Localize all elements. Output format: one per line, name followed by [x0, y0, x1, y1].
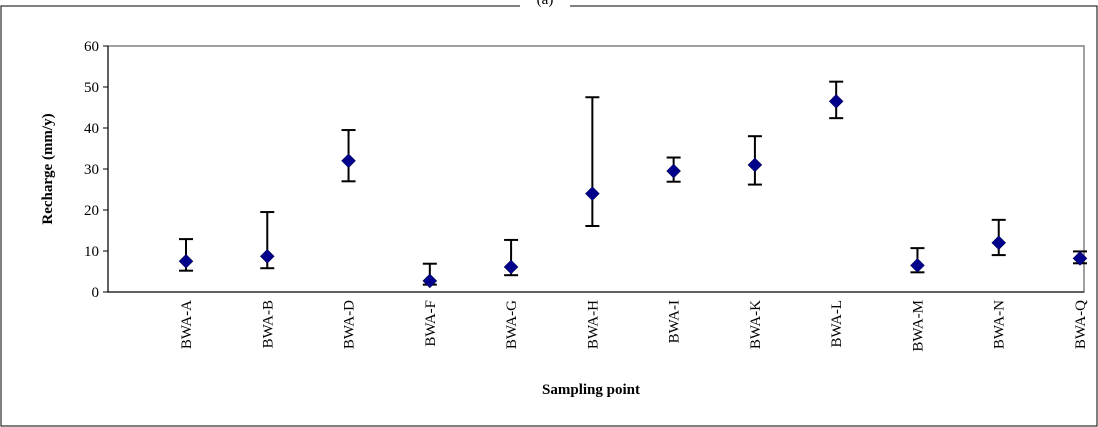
chart-title: (a) [537, 0, 554, 8]
data-series [178, 80, 1088, 289]
data-point [828, 93, 844, 109]
data-point [422, 273, 438, 289]
data-point [666, 163, 681, 179]
data-point [910, 257, 925, 273]
x-tick-label: BWA-F [423, 300, 439, 347]
x-tick-label: BWA-K [748, 300, 764, 349]
data-point [259, 248, 275, 264]
x-tick-label: BWA-Q [1073, 300, 1089, 349]
data-point [503, 259, 519, 275]
x-tick-label: BWA-L [829, 300, 845, 348]
x-tick-label: BWA-I [667, 300, 683, 343]
y-tick-label: 10 [84, 244, 99, 260]
plot-area [107, 45, 1085, 293]
y-tick-label: 0 [92, 285, 100, 301]
x-tick-label: BWA-N [992, 300, 1008, 349]
x-tick-label: BWA-A [179, 300, 195, 349]
y-tick-label: 30 [84, 162, 99, 178]
x-axis-tick-labels: BWA-A BWA-B BWA-D BWA-F BWA-G BWA-H BWA-I BWA-K… [179, 300, 1089, 352]
data-point [178, 253, 194, 269]
x-tick-label: BWA-B [260, 300, 276, 348]
x-tick-label: BWA-G [504, 300, 520, 349]
y-tick-label: 50 [84, 80, 99, 96]
y-axis-title: Recharge (mm/y) [40, 113, 56, 224]
y-tick-label: 60 [84, 39, 99, 55]
y-tick-label: 40 [84, 121, 99, 137]
title-mask [520, 0, 570, 12]
data-point [991, 235, 1007, 251]
data-point [341, 153, 356, 169]
data-point [747, 157, 763, 173]
x-tick-label: BWA-H [585, 300, 601, 349]
y-tick-label: 20 [84, 203, 99, 219]
data-point [585, 186, 600, 201]
x-tick-label: BWA-D [342, 300, 358, 349]
x-tick-label: BWA-M [910, 300, 926, 352]
data-point [1072, 251, 1088, 266]
chart-border [0, 5, 1098, 427]
y-axis-ticks: 0 10 20 30 40 50 60 [84, 39, 108, 301]
x-axis-title: Sampling point [542, 382, 640, 398]
